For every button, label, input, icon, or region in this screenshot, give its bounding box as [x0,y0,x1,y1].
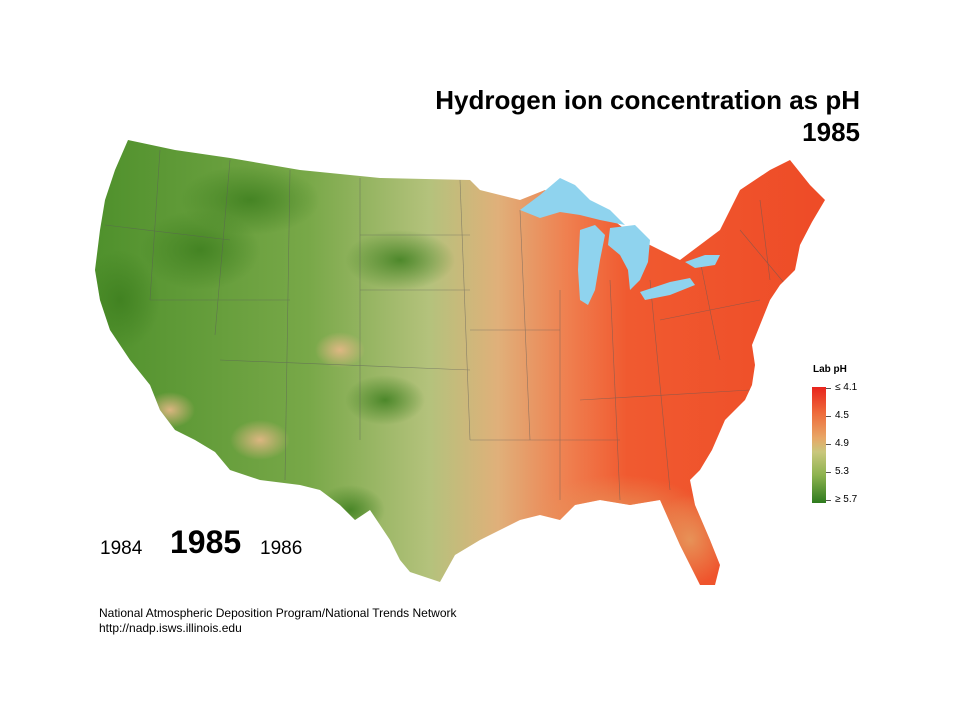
legend-tick [826,416,831,417]
lake-ontario [685,255,720,268]
credits-url: http://nadp.isws.illinois.edu [99,621,242,635]
legend-tick [826,444,831,445]
year-previous[interactable]: 1984 [100,538,143,559]
lake-michigan [578,225,605,305]
legend-label: 4.9 [835,438,849,449]
lake-erie [640,278,695,300]
map-title: Hydrogen ion concentration as pH 1985 [435,84,860,148]
legend-tick [826,472,831,473]
legend-color-bar [812,387,826,503]
map-title-line1: Hydrogen ion concentration as pH [435,85,860,115]
legend-tick [826,500,831,501]
lake-superior [520,178,625,225]
ph-legend: Lab pH ≤ 4.1 4.5 4.9 5.3 ≥ 5.7 [805,364,875,514]
year-current: 1985 [170,524,242,560]
legend-tick [826,388,831,389]
legend-label-low: ≤ 4.1 [835,382,858,393]
legend-title: Lab pH [813,364,847,375]
legend-label: 4.5 [835,410,849,421]
great-lakes [520,178,720,305]
year-next[interactable]: 1986 [260,538,303,559]
legend-label-high: ≥ 5.7 [835,494,858,505]
legend-label: 5.3 [835,466,849,477]
map-title-year: 1985 [802,117,860,147]
credits-org: National Atmospheric Deposition Program/… [99,606,457,620]
credits: National Atmospheric Deposition Program/… [99,606,457,636]
lake-huron [608,225,650,290]
